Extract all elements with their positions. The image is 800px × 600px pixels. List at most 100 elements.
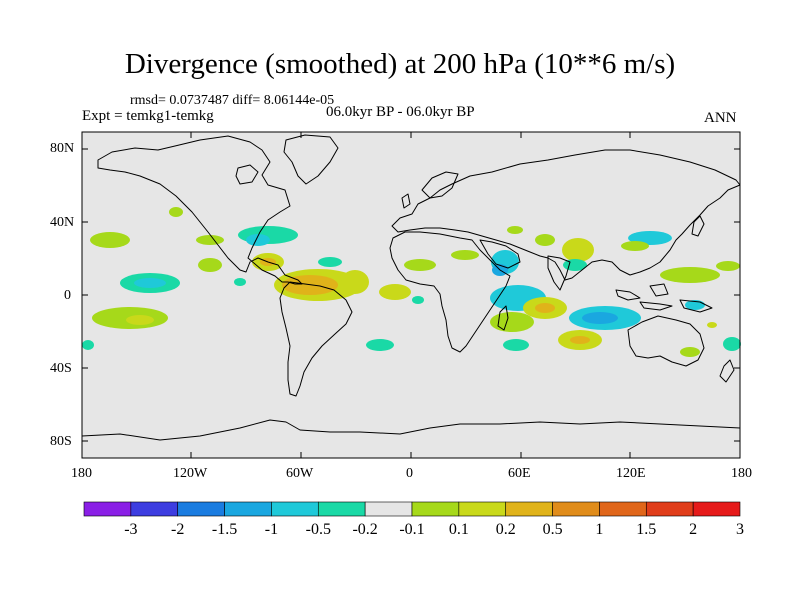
y-tick-80s: 80S <box>50 434 72 449</box>
period-text: 06.0kyr BP - 06.0kyr BP <box>326 104 475 120</box>
field-patch <box>341 270 369 294</box>
coast-borneo <box>649 283 669 297</box>
field-patch <box>169 207 183 217</box>
coast-africa <box>389 231 511 353</box>
colorbar-swatch <box>599 501 647 517</box>
map-background <box>82 132 740 458</box>
y-tick-40s: 40S <box>50 361 72 376</box>
colorbar-swatch <box>458 501 507 517</box>
colorbar-swatch <box>505 501 553 517</box>
field-patch <box>366 339 394 351</box>
x-tick-180w: 180 <box>71 466 92 481</box>
field-patch <box>126 315 154 325</box>
colorbar-label: 3 <box>736 521 744 538</box>
colorbar: -3 -2 -1.5 -1 -0.5 -0.2 -0.1 0.1 0.2 0.5 1 1.5 2 3 <box>83 501 744 538</box>
field-patch <box>503 339 529 351</box>
coast-new-guinea <box>679 299 713 313</box>
field-patch <box>134 278 166 288</box>
colorbar-label: 1.5 <box>636 521 656 538</box>
field-patch <box>412 296 424 304</box>
x-tick-0: 0 <box>406 466 413 481</box>
y-tick-80n: 80N <box>50 141 75 156</box>
colorbar-label: 1 <box>595 521 603 538</box>
field-patch <box>404 259 436 271</box>
coast-india <box>547 255 571 291</box>
colorbar-swatch <box>224 501 272 517</box>
x-tick-60e: 60E <box>508 466 531 481</box>
colorbar-swatch <box>552 501 600 517</box>
coastlines <box>81 134 741 441</box>
stats-text: rmsd= 0.0737487 diff= 8.06144e-05 <box>130 93 335 108</box>
x-tick-marks <box>190 132 631 458</box>
experiment-text: Expt = temkg1-temkg <box>82 108 214 124</box>
coast-arabia <box>479 239 521 269</box>
field-patch <box>562 238 594 262</box>
field-patch <box>90 232 130 248</box>
colorbar-swatch <box>83 501 132 517</box>
field-patch <box>535 234 555 246</box>
coast-japan <box>691 215 705 237</box>
x-tick-120w: 120W <box>173 466 208 481</box>
x-tick-120e: 120E <box>616 466 646 481</box>
coast-sumatra <box>615 289 641 301</box>
coast-madagascar <box>497 305 509 331</box>
y-tick-40n: 40N <box>50 215 75 230</box>
colorbar-label: 0.1 <box>449 521 469 538</box>
coast-hudson-bay <box>235 164 259 185</box>
field-patch <box>490 312 534 332</box>
field-patch <box>660 267 720 283</box>
colorbar-swatch <box>130 501 179 517</box>
field-patch <box>723 337 741 351</box>
field-patch <box>198 258 222 272</box>
colorbar-label: 2 <box>689 521 697 538</box>
coast-scandinavia <box>421 171 459 199</box>
colorbar-label: -3 <box>124 521 137 538</box>
field-patch <box>621 241 649 251</box>
coast-north-america <box>97 135 303 285</box>
colorbar-swatch <box>692 501 741 517</box>
field-patch <box>234 278 246 286</box>
colorbar-swatch <box>411 501 460 517</box>
coast-java <box>639 301 673 311</box>
field-patch <box>535 303 555 313</box>
field-patch <box>582 312 618 324</box>
y-tick-0: 0 <box>64 288 71 303</box>
colorbar-label: -0.5 <box>306 521 331 538</box>
map-title: Divergence (smoothed) at 200 hPa (10**6 … <box>124 48 676 80</box>
field-patch <box>246 234 270 246</box>
field-patch <box>451 250 479 260</box>
coast-greenland <box>283 134 339 185</box>
field-patch <box>82 340 94 350</box>
x-tick-180e: 180 <box>731 466 752 481</box>
colorbar-label: 0.2 <box>496 521 516 538</box>
colorbar-swatch <box>645 501 694 517</box>
colorbar-swatch <box>364 501 413 517</box>
colorbar-label: -1.5 <box>212 521 237 538</box>
coast-eurasia <box>391 149 741 281</box>
colorbar-swatch <box>317 501 366 517</box>
y-tick-marks <box>82 148 740 442</box>
field-patch <box>716 261 740 271</box>
divergence-fields <box>82 207 741 357</box>
coast-uk <box>401 193 411 209</box>
x-tick-60w: 60W <box>286 466 314 481</box>
colorbar-swatch <box>177 501 225 517</box>
season-text: ANN <box>704 110 737 126</box>
colorbar-label: -0.2 <box>352 521 377 538</box>
colorbar-label: -0.1 <box>399 521 424 538</box>
colorbar-swatch <box>271 501 319 517</box>
coast-south-america <box>279 281 353 397</box>
colorbar-label: -1 <box>265 521 278 538</box>
coast-antarctica <box>81 419 741 441</box>
field-patch <box>507 226 523 234</box>
field-patch <box>379 284 411 300</box>
field-patch <box>318 257 342 267</box>
colorbar-label: -2 <box>171 521 184 538</box>
field-patch <box>707 322 717 328</box>
field-patch <box>196 235 224 245</box>
colorbar-label: 0.5 <box>543 521 563 538</box>
field-patch <box>680 347 700 357</box>
coast-australia <box>627 315 705 367</box>
field-patch <box>570 336 590 344</box>
